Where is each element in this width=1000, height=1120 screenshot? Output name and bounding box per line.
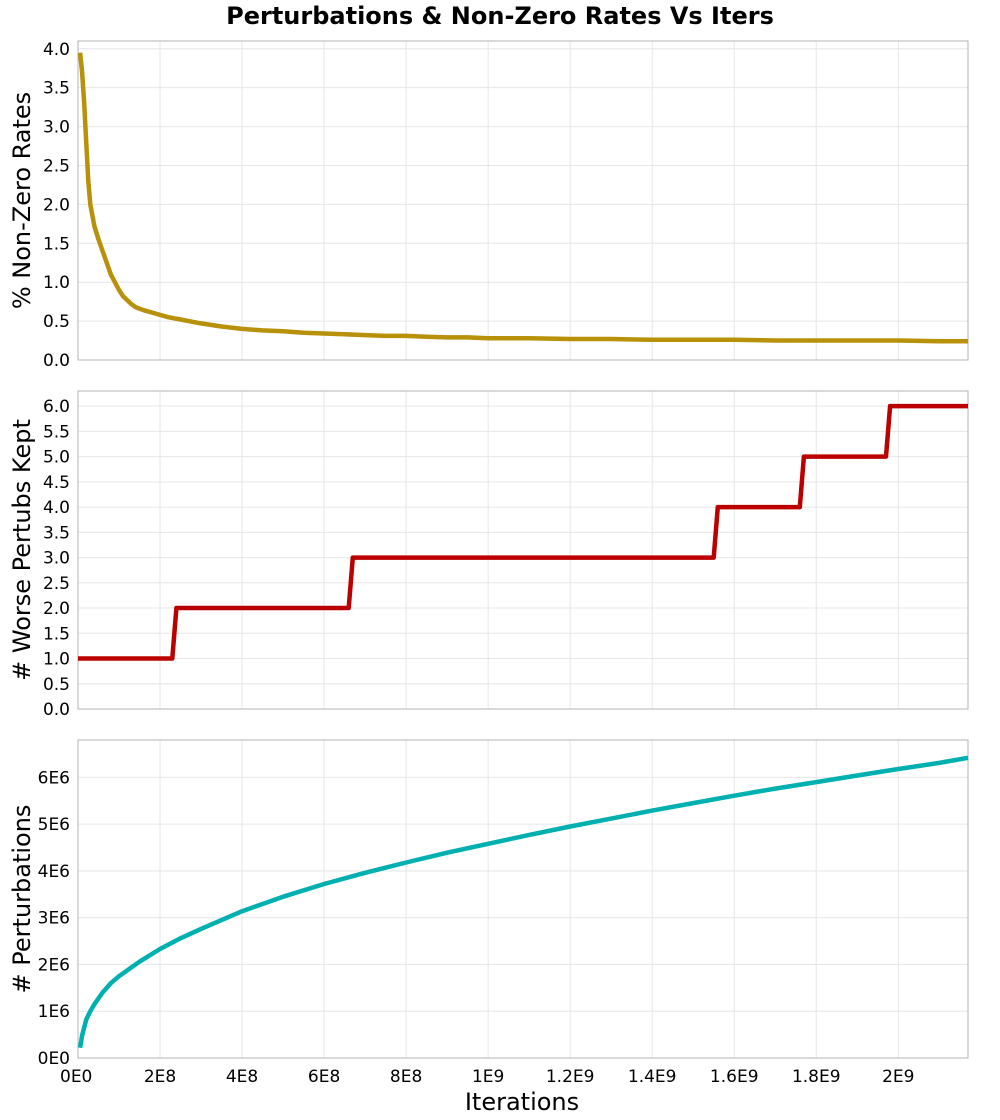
- chart-title: Perturbations & Non-Zero Rates Vs Iters: [226, 2, 774, 30]
- series-line-non-zero-rates: [77, 52, 968, 344]
- y-tick-label: 0.0: [43, 351, 70, 371]
- y-tick-label: 5.0: [43, 448, 70, 468]
- y-tick-label: 6E6: [38, 768, 70, 788]
- y-tick-label: 2.5: [43, 574, 70, 594]
- x-tick-label: 6E8: [308, 1067, 340, 1087]
- y-tick-label: 6.0: [43, 397, 70, 417]
- plot-frame: [77, 739, 969, 1059]
- y-tick-label: 4.5: [43, 473, 70, 493]
- x-axis-label: Iterations: [465, 1088, 579, 1116]
- y-tick-label: 5E6: [38, 815, 70, 835]
- y-tick-label: 4.0: [43, 498, 70, 518]
- x-tick-label: 1.4E9: [628, 1067, 677, 1087]
- y-axis-label: # Perturbations: [8, 805, 36, 994]
- series-line-worse-perturbs-kept: [78, 403, 968, 661]
- y-tick-label: 0.5: [43, 675, 70, 695]
- y-tick-label: 3.0: [43, 549, 70, 569]
- y-tick-label: 4E6: [38, 862, 70, 882]
- y-tick-label: 0.0: [43, 700, 70, 720]
- plot-frame: [77, 390, 969, 710]
- x-tick-label: 1.2E9: [546, 1067, 595, 1087]
- plot-frame: [77, 40, 969, 361]
- x-tick-label: 2E8: [144, 1067, 176, 1087]
- panel-perturbations: 0E0 1E6 2E6 3E6 4E6 5E6 6E6 0E0 2E8 4E8 6E8 8E8 1E9 1…: [8, 739, 969, 1087]
- y-tick-label: 2E6: [38, 955, 70, 975]
- series-line-perturbations: [77, 755, 969, 1049]
- y-tick-label: 5.5: [43, 422, 70, 442]
- y-tick-label: 3.5: [43, 79, 70, 99]
- y-tick-label: 2.5: [43, 156, 70, 176]
- panel-worse-perturbs-kept: 0.0 0.5 1.0 1.5 2.0 2.5 3.0 3.5 4.0 4.5 5.0 5.5 6.0 #…: [8, 390, 969, 720]
- x-tick-label: 2E9: [882, 1067, 914, 1087]
- y-tick-label: 0E0: [38, 1049, 70, 1069]
- y-tick-label: 3.0: [43, 118, 70, 138]
- y-tick-label: 3.5: [43, 523, 70, 543]
- y-tick-label: 1.5: [43, 234, 70, 254]
- x-tick-label: 8E8: [390, 1067, 422, 1087]
- y-tick-label: 2.0: [43, 195, 70, 215]
- y-tick-label: 0.5: [43, 312, 70, 332]
- y-tick-label: 1.0: [43, 273, 70, 293]
- y-tick-label: 1.0: [43, 650, 70, 670]
- x-tick-label: 1.8E9: [792, 1067, 841, 1087]
- y-axis-label: % Non-Zero Rates: [8, 92, 36, 309]
- y-tick-label: 1.5: [43, 624, 70, 644]
- y-axis-label: # Worse Pertubs Kept: [8, 419, 36, 681]
- y-tick-label: 3E6: [38, 909, 70, 929]
- x-tick-label: 0E0: [60, 1067, 92, 1087]
- y-tick-label: 4.0: [43, 40, 70, 60]
- x-tick-label: 1E9: [472, 1067, 504, 1087]
- x-tick-label: 1.6E9: [710, 1067, 759, 1087]
- y-tick-label: 1E6: [38, 1002, 70, 1022]
- y-tick-label: 2.0: [43, 599, 70, 619]
- x-tick-label: 4E8: [226, 1067, 258, 1087]
- panel-non-zero-rates: 0.0 0.5 1.0 1.5 2.0 2.5 3.0 3.5 4.0 % Non-Zero Ra…: [8, 40, 969, 371]
